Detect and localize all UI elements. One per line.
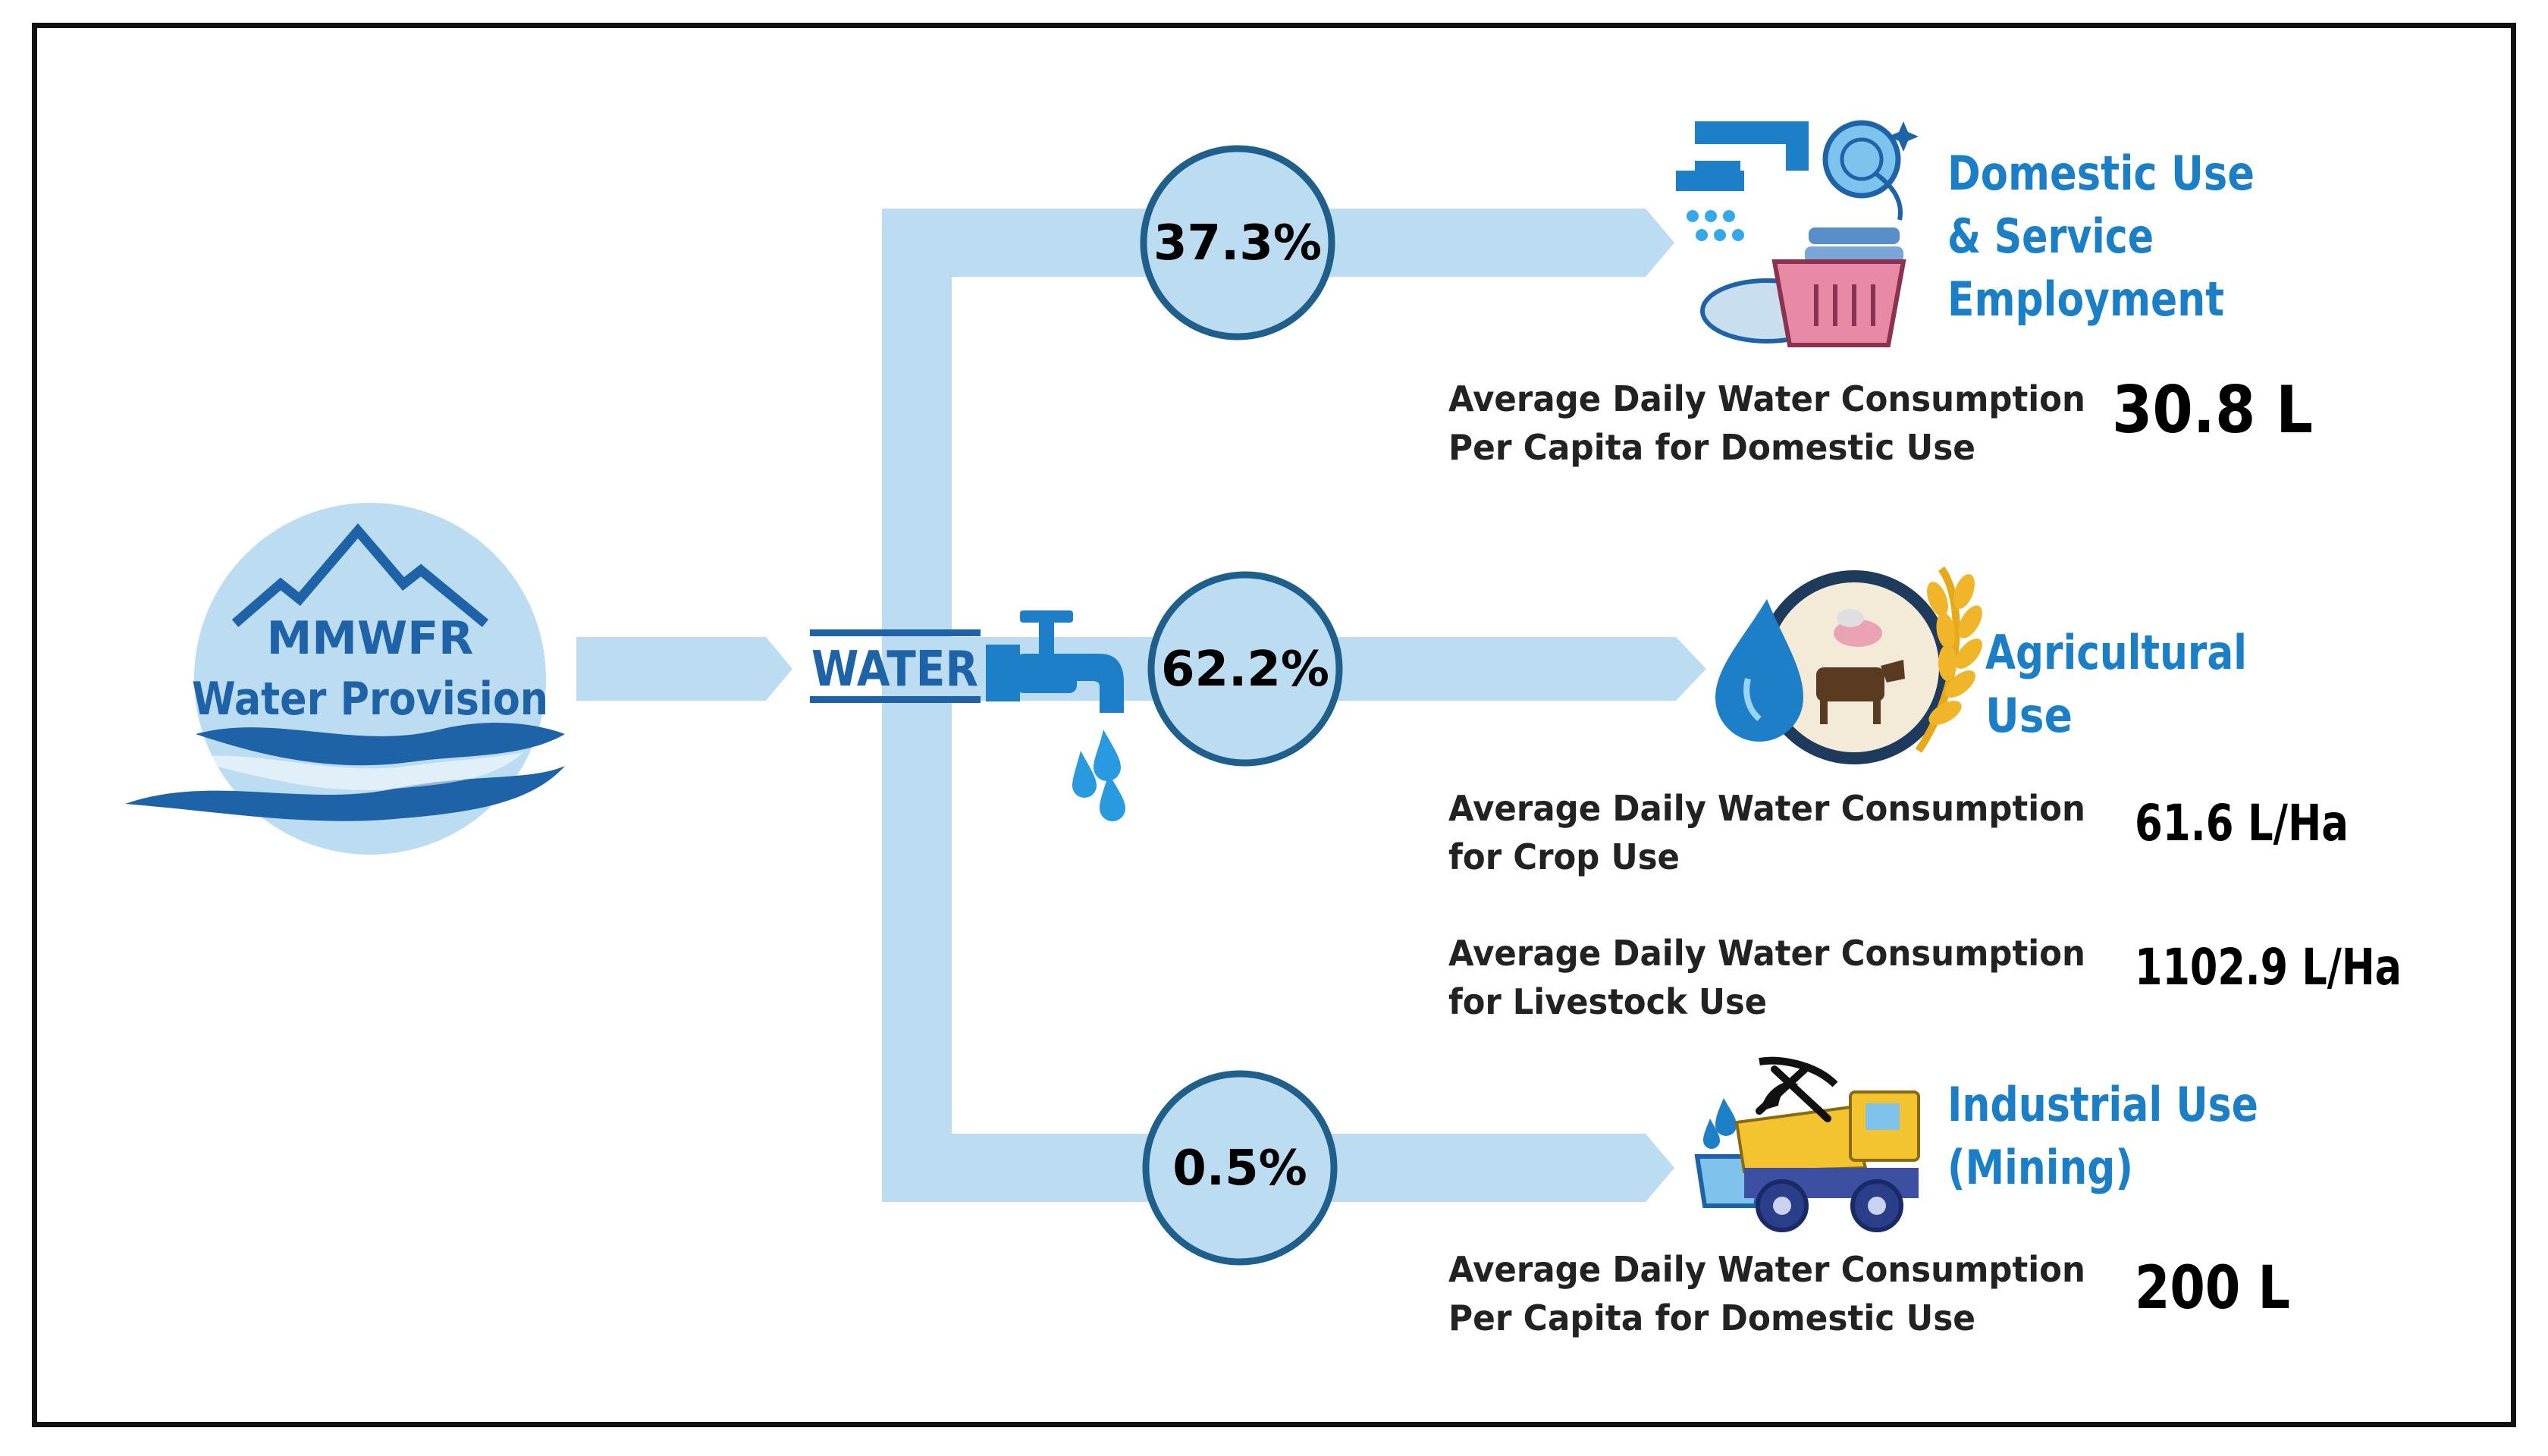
percent-label-bottom: 0.5% — [1172, 1141, 1307, 1197]
category-domestic-line1: Domestic Use — [1947, 146, 2255, 201]
pipes — [576, 209, 1706, 1202]
category-domestic-line3: Employment — [1947, 271, 2224, 327]
metric-industrial-value: 200 L — [2135, 1254, 2290, 1323]
water-label: WATER — [811, 642, 978, 698]
category-agricultural: Agricultural Use — [1985, 625, 2247, 743]
metric-domestic-desc-line2: Per Capita for Domestic Use — [1448, 427, 1975, 468]
category-domestic: Domestic Use & Service Employment — [1947, 146, 2255, 327]
category-agricultural-line1: Agricultural — [1985, 625, 2247, 680]
trunk-pipe — [882, 209, 952, 1202]
metric-industrial-desc-line1: Average Daily Water Consumption — [1448, 1249, 2085, 1290]
mining-truck-icon — [1694, 1056, 1920, 1232]
faucet-icon — [986, 610, 1124, 713]
metric-livestock-desc-line1: Average Daily Water Consumption — [1448, 933, 2085, 974]
water-drop-icon — [1072, 730, 1125, 821]
category-domestic-line2: & Service — [1947, 209, 2154, 264]
wave-icon — [196, 722, 565, 766]
metric-crop-desc-line2: for Crop Use — [1448, 836, 1680, 877]
metric-crop-desc-line1: Average Daily Water Consumption — [1448, 788, 2085, 829]
metric-livestock-desc-line2: for Livestock Use — [1448, 981, 1767, 1022]
mountain-icon — [231, 523, 489, 628]
agriculture-livestock-icon — [1715, 566, 1982, 764]
metric-industrial-desc-line2: Per Capita for Domestic Use — [1448, 1298, 1975, 1338]
water-label-group: WATER — [810, 629, 981, 703]
metric-domestic-value: 30.8 L — [2112, 372, 2313, 448]
category-agricultural-line2: Use — [1985, 688, 2073, 743]
mmwfr-logo — [125, 503, 565, 855]
source-line2: Water Provision — [192, 673, 548, 726]
percent-label-top: 37.3% — [1153, 215, 1322, 271]
source-arrow — [576, 637, 792, 701]
category-industrial-line2: (Mining) — [1947, 1140, 2133, 1195]
laundry-dishes-icon — [1676, 120, 1919, 347]
metric-livestock-value: 1102.9 L/Ha — [2135, 938, 2402, 996]
percent-circle-middle: 62.2% — [1147, 571, 1343, 767]
percent-label-middle: 62.2% — [1161, 642, 1329, 698]
source-line1: MMWFR — [267, 612, 474, 665]
metric-crop-value: 61.6 L/Ha — [2135, 794, 2349, 852]
percent-circle-top: 37.3% — [1140, 145, 1335, 340]
category-industrial: Industrial Use (Mining) — [1947, 1077, 2258, 1195]
percent-circle-bottom: 0.5% — [1142, 1070, 1338, 1266]
category-industrial-line1: Industrial Use — [1947, 1077, 2258, 1132]
metric-domestic-desc-line1: Average Daily Water Consumption — [1448, 378, 2085, 419]
